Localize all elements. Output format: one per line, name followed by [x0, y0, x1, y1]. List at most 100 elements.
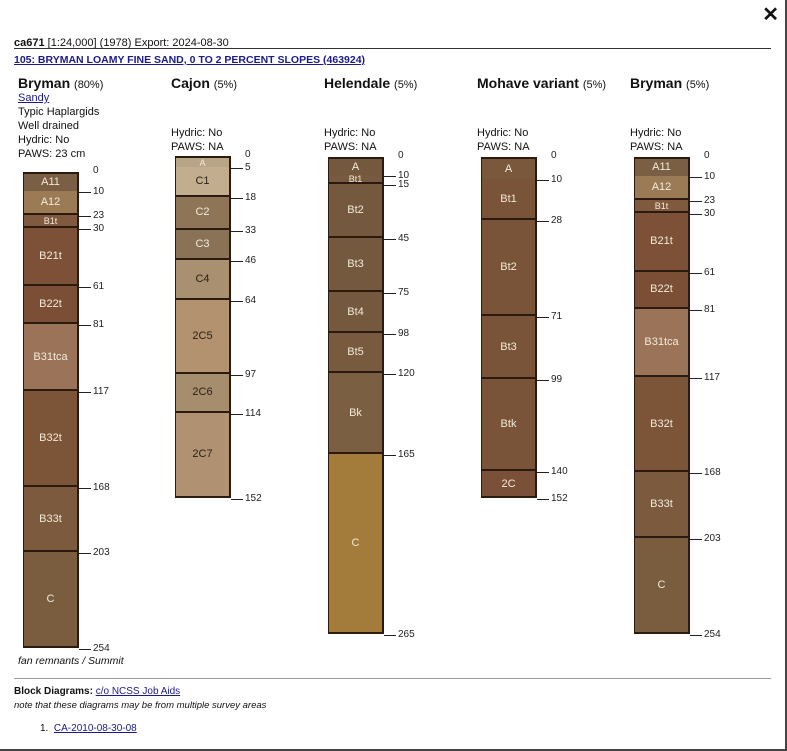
- mapunit-link[interactable]: 105: BRYMAN LOAMY FINE SAND, 0 TO 2 PERC…: [14, 54, 366, 66]
- depth-label: 30: [704, 208, 716, 220]
- horizon: B1t: [23, 215, 79, 229]
- horizon: 2C: [481, 471, 537, 498]
- depth-label: 0: [704, 150, 710, 161]
- depth-tick: [231, 197, 243, 199]
- depth-label: 23: [704, 195, 716, 207]
- depth-label: 0: [398, 150, 404, 161]
- depth-tick: [384, 334, 396, 336]
- horizon: Btk: [481, 379, 537, 472]
- horizon: Bt5: [328, 333, 384, 373]
- depth-tick: [79, 649, 91, 650]
- depth-label: 168: [704, 467, 721, 479]
- horizon: Bt1: [481, 179, 537, 220]
- horizon: B33t: [634, 472, 690, 539]
- depth-tick: [231, 168, 243, 170]
- depth-tick: [537, 380, 549, 382]
- component-info: Hydric: No PAWS: NA: [324, 91, 474, 154]
- depth-label: 168: [93, 481, 110, 493]
- block-note: note that these diagrams may be from mul…: [14, 700, 267, 711]
- horizon: C: [328, 454, 384, 634]
- horizon: C1: [175, 167, 231, 197]
- diagram-list: 1. CA-2010-08-30-08: [40, 723, 137, 734]
- depth-tick: [537, 180, 549, 182]
- depth-label: 165: [398, 449, 415, 460]
- close-icon[interactable]: ✕: [762, 4, 779, 26]
- depth-label: 10: [551, 174, 563, 186]
- horizon: Bt4: [328, 292, 384, 334]
- horizon: A11: [23, 172, 79, 193]
- horizon: B1t: [634, 200, 690, 214]
- depth-label: 0: [93, 165, 99, 176]
- horizon: C3: [175, 230, 231, 260]
- depth-tick: [231, 413, 243, 415]
- depth-tick: [690, 635, 702, 636]
- horizon: B21t: [23, 228, 79, 287]
- component-4: Bryman (5%) Hydric: No PAWS: NA: [630, 75, 780, 154]
- depth-label: 117: [93, 386, 109, 398]
- horizon: A: [328, 157, 384, 177]
- depth-label: 152: [245, 493, 262, 504]
- horizon: Bt3: [328, 238, 384, 292]
- component-property: Well drained: [18, 120, 79, 132]
- horizon: A: [481, 157, 537, 182]
- component-property: PAWS: NA: [324, 141, 377, 153]
- horizon: A12: [23, 190, 79, 216]
- horizon: 2C7: [175, 412, 231, 498]
- depth-label: 46: [245, 254, 257, 266]
- depth-label: 117: [704, 371, 720, 383]
- depth-tick: [79, 216, 91, 218]
- depth-label: 30: [93, 223, 105, 235]
- depth-tick: [690, 539, 702, 541]
- horizon: B21t: [634, 213, 690, 272]
- depth-tick: [79, 392, 91, 394]
- horizon: Bk: [328, 373, 384, 454]
- depth-tick: [690, 473, 702, 475]
- survey-header: ca671 [1:24,000] (1978) Export: 2024-08-…: [14, 37, 229, 49]
- depth-tick: [231, 375, 243, 377]
- depth-tick: [79, 287, 91, 289]
- component-property: PAWS: NA: [171, 141, 224, 153]
- depth-label: 10: [704, 170, 716, 182]
- horizon: C4: [175, 259, 231, 300]
- component-2: Helendale (5%) Hydric: No PAWS: NA: [324, 75, 474, 154]
- component-name: Mohave variant (5%): [477, 75, 607, 91]
- depth-label: 61: [93, 281, 105, 293]
- depth-label: 99: [551, 374, 563, 386]
- component-name: Bryman (80%): [18, 75, 104, 91]
- depth-tick: [537, 472, 549, 474]
- component-0: Bryman (80%) Sandy Typic Haplargids Well dr…: [18, 75, 168, 161]
- horizon: 2C6: [175, 374, 231, 413]
- depth-label: 97: [245, 369, 257, 381]
- horizon: C: [23, 552, 79, 648]
- depth-tick: [231, 231, 243, 233]
- depth-label: 152: [551, 493, 568, 504]
- depth-label: 15: [398, 179, 410, 190]
- horizon: B33t: [23, 486, 79, 553]
- diagram-link[interactable]: CA-2010-08-30-08: [53, 723, 137, 734]
- component-name: Bryman (5%): [630, 75, 710, 91]
- component-name: Cajon (5%): [171, 75, 238, 91]
- depth-label: 265: [398, 629, 415, 640]
- depth-tick: [537, 499, 549, 500]
- component-3: Mohave variant (5%) Hydric: No PAWS: NA: [477, 75, 627, 154]
- depth-label: 45: [398, 233, 410, 244]
- depth-tick: [384, 293, 396, 294]
- component-property: Hydric: No: [171, 127, 223, 139]
- depth-tick: [79, 324, 91, 326]
- ncss-job-aids-link[interactable]: c/o NCSS Job Aids: [95, 686, 181, 697]
- depth-tick: [537, 220, 549, 222]
- depth-label: 23: [93, 210, 105, 222]
- depth-label: 64: [245, 295, 257, 306]
- component-property: PAWS: 23 cm: [18, 148, 86, 160]
- horizon: 2C5: [175, 300, 231, 375]
- depth-label: 120: [398, 368, 415, 379]
- horizon: B32t: [634, 376, 690, 473]
- depth-tick: [690, 201, 702, 203]
- taxonomy-link[interactable]: Sandy: [18, 92, 50, 104]
- depth-label: 254: [704, 629, 721, 640]
- horizon: Bt2: [328, 184, 384, 238]
- depth-label: 5: [245, 162, 251, 174]
- depth-tick: [231, 499, 243, 500]
- depth-label: 203: [93, 547, 110, 559]
